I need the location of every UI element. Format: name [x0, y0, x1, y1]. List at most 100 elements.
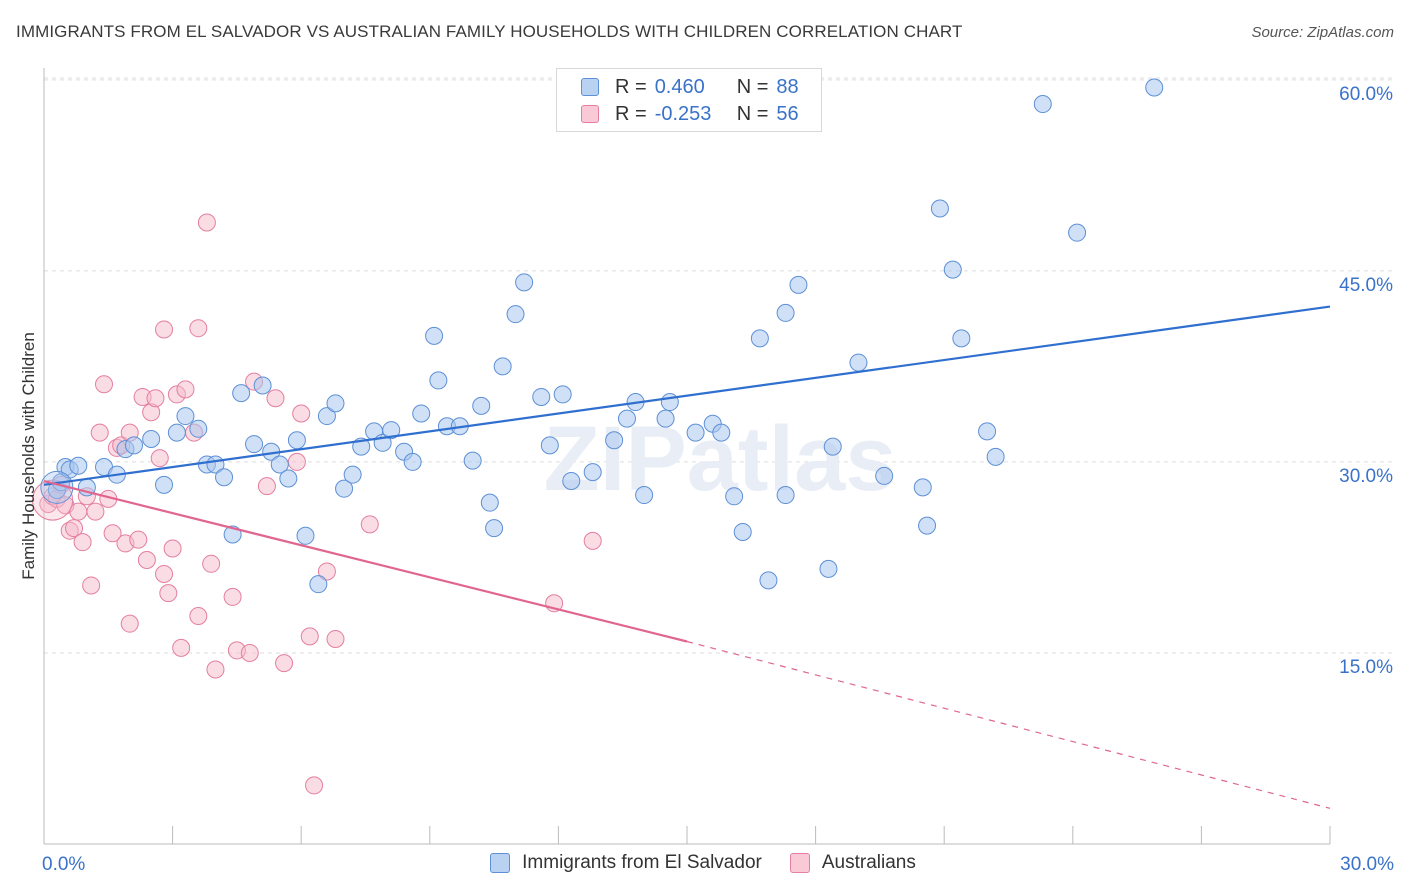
- australians-swatch: [581, 105, 599, 123]
- trend-line: [43, 479, 688, 643]
- y-tick-label: 15.0%: [1339, 657, 1393, 678]
- el-salvador-point: [472, 396, 491, 415]
- australians-point: [120, 614, 139, 633]
- trend-lines: [43, 305, 1331, 809]
- n-label: N =: [736, 75, 769, 98]
- el-salvador-point: [789, 275, 808, 294]
- el-salvador-point: [930, 199, 949, 218]
- el-salvador-points: [40, 78, 1164, 594]
- axes: [43, 68, 1331, 845]
- australians-point: [172, 638, 191, 657]
- australians-point: [240, 643, 259, 662]
- el-salvador-point: [776, 486, 795, 505]
- australians-point: [176, 380, 195, 399]
- el-salvador-swatch: [490, 853, 511, 873]
- australians-point: [305, 776, 324, 795]
- australians-point: [275, 654, 294, 673]
- el-salvador-point: [918, 516, 937, 535]
- el-salvador-point: [515, 273, 534, 292]
- el-salvador-point: [776, 303, 795, 322]
- el-salvador-point: [425, 326, 444, 345]
- y-axis-label: Family Households with Children: [19, 332, 38, 580]
- series-legend: Immigrants from El Salvador Australians: [0, 852, 1406, 874]
- australians-point: [202, 554, 221, 573]
- el-salvador-point: [382, 421, 401, 440]
- legend-label: Australians: [821, 852, 916, 873]
- y-tick-labels: 15.0% 30.0% 45.0% 60.0%: [1339, 84, 1393, 678]
- australians-point: [583, 531, 602, 550]
- australians-point: [103, 524, 122, 543]
- australians-point: [317, 562, 336, 581]
- el-salvador-point: [875, 466, 894, 485]
- australians-point: [189, 319, 208, 338]
- el-salvador-point: [978, 422, 997, 441]
- australians-point: [287, 452, 306, 471]
- australians-point: [129, 530, 148, 549]
- el-salvador-point: [506, 305, 525, 324]
- el-salvador-point: [733, 522, 752, 541]
- legend-row-el-salvador: R = 0.460 N = 88: [581, 74, 799, 100]
- el-salvador-point: [403, 452, 422, 471]
- el-salvador-point: [270, 455, 289, 474]
- australians-point: [292, 404, 311, 423]
- australians-point: [82, 576, 101, 595]
- australians-point: [206, 660, 225, 679]
- gridlines: [44, 77, 1394, 654]
- el-salvador-point: [155, 475, 174, 494]
- el-salvador-point: [245, 435, 264, 454]
- el-salvador-point: [583, 463, 602, 482]
- australians-point: [266, 389, 285, 408]
- trend-line: [43, 305, 1331, 486]
- australians-point: [189, 607, 208, 626]
- r-label: R =: [615, 75, 647, 98]
- el-salvador-point: [142, 429, 161, 448]
- el-salvador-point: [849, 353, 868, 372]
- el-salvador-point: [819, 559, 838, 578]
- el-salvador-point: [485, 519, 504, 538]
- australians-point: [155, 320, 174, 339]
- el-salvador-point: [1145, 78, 1164, 97]
- legend-item-australians[interactable]: Australians: [789, 852, 916, 874]
- el-salvador-point: [660, 393, 679, 412]
- r-value: 0.460: [654, 75, 705, 98]
- legend-label: Immigrants from El Salvador: [522, 852, 762, 873]
- el-salvador-point: [232, 384, 251, 403]
- el-salvador-point: [279, 469, 298, 488]
- australians-swatch: [789, 853, 810, 873]
- el-salvador-point: [429, 371, 448, 390]
- el-salvador-point: [317, 407, 336, 426]
- chart-title: IMMIGRANTS FROM EL SALVADOR VS AUSTRALIA…: [16, 22, 963, 41]
- n-value: 56: [776, 102, 799, 125]
- el-salvador-point: [913, 478, 932, 497]
- correlation-legend: R = 0.460 N = 88 R = -0.253 N = 56: [556, 68, 822, 132]
- el-salvador-point: [553, 385, 572, 404]
- el-salvador-point: [253, 376, 272, 395]
- legend-item-el-salvador[interactable]: Immigrants from El Salvador: [490, 852, 762, 874]
- el-salvador-point: [125, 436, 144, 455]
- australians-point: [300, 627, 319, 646]
- el-salvador-point: [463, 451, 482, 470]
- el-salvador-point: [750, 329, 769, 348]
- el-salvador-point: [1068, 223, 1087, 242]
- el-salvador-point: [287, 431, 306, 450]
- el-salvador-point: [296, 526, 315, 545]
- el-salvador-point: [480, 493, 499, 512]
- el-salvador-swatch: [581, 78, 599, 96]
- source-credit: Source: ZipAtlas.com: [1251, 24, 1394, 41]
- australians-point: [197, 213, 216, 232]
- el-salvador-point: [823, 437, 842, 456]
- australians-point: [159, 584, 178, 603]
- y-tick-label: 45.0%: [1339, 275, 1393, 296]
- el-salvador-point: [493, 357, 512, 376]
- el-salvador-point: [656, 409, 675, 428]
- australians-point: [73, 533, 92, 552]
- el-salvador-point: [562, 472, 581, 491]
- el-salvador-point: [635, 486, 654, 505]
- el-salvador-point: [69, 456, 88, 475]
- australians-point: [95, 375, 114, 394]
- el-salvador-point: [759, 571, 778, 590]
- trend-line: [686, 640, 1331, 809]
- el-salvador-point: [189, 419, 208, 438]
- australians-point: [163, 539, 182, 558]
- el-salvador-point: [986, 447, 1005, 466]
